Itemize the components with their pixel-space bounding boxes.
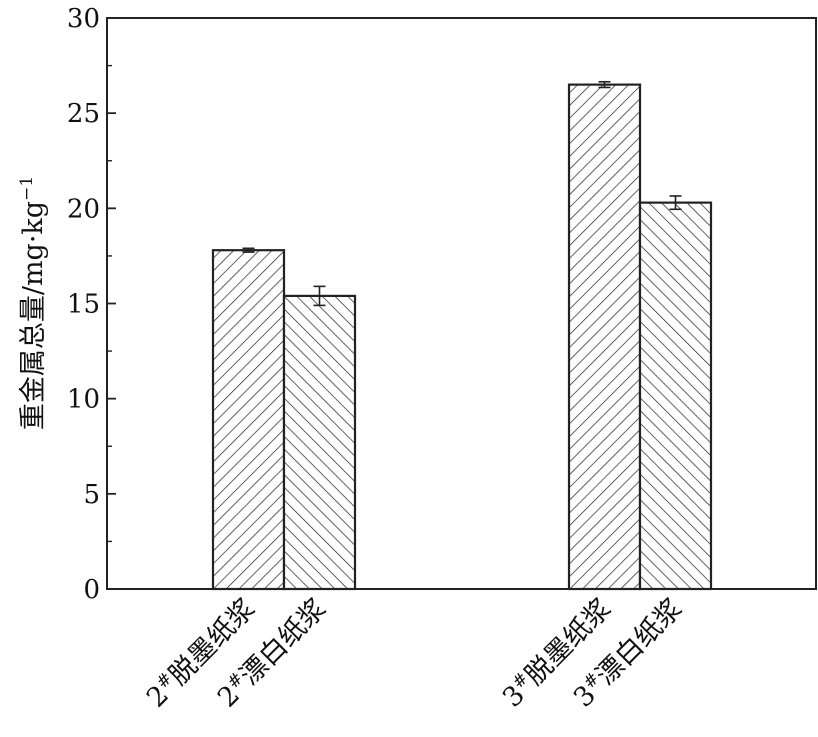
bar — [567, 83, 642, 591]
y-tick-label: 15 — [67, 290, 100, 320]
y-axis-title: 重金属总量/mg·kg−1 — [17, 176, 49, 430]
y-tick-label: 10 — [67, 385, 100, 415]
y-axis: 0 5 10 15 20 25 30 — [67, 4, 116, 605]
x-tick-label: 3#脱墨纸浆 — [496, 592, 617, 713]
y-tick-label: 5 — [83, 480, 100, 510]
bar — [638, 201, 713, 591]
y-tick-label: 20 — [67, 194, 100, 224]
bar — [282, 294, 357, 591]
bar — [211, 249, 286, 591]
error-bars — [242, 80, 682, 307]
x-tick-label: 2#脱墨纸浆 — [140, 592, 261, 713]
y-tick-label: 0 — [83, 575, 100, 605]
y-tick-label: 25 — [67, 99, 100, 129]
bar-series — [211, 83, 713, 591]
y-tick-label: 30 — [67, 4, 100, 34]
